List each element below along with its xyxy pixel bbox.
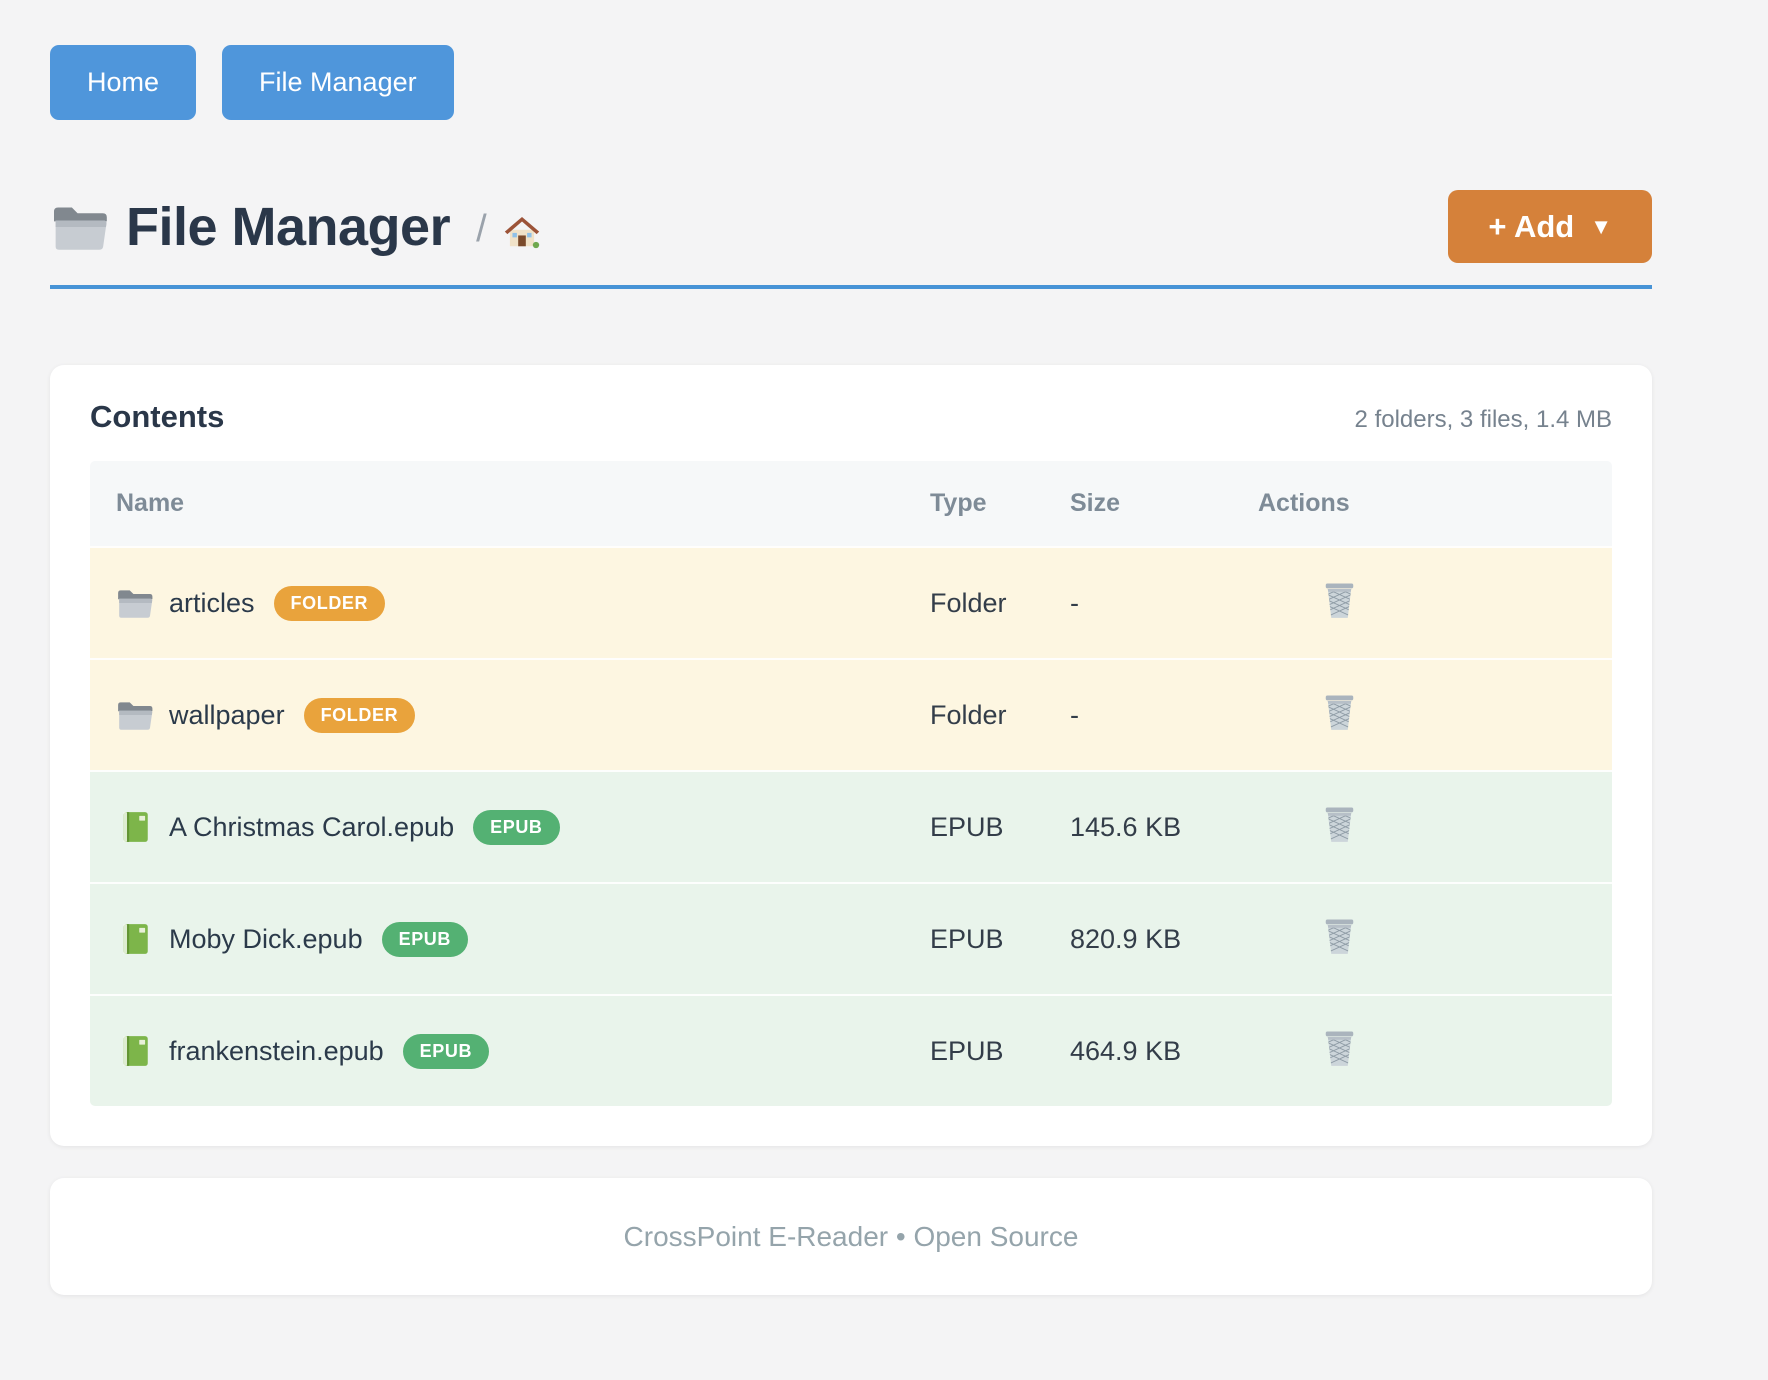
table-body: articles FOLDER Folder - wallpaper FOLDE… [90, 546, 1612, 1106]
delete-button[interactable] [1323, 1028, 1356, 1068]
delete-button[interactable] [1323, 916, 1356, 956]
row-size-cell: - [1070, 587, 1079, 618]
folder-icon [118, 702, 153, 730]
type-badge: EPUB [381, 921, 469, 957]
footer-card: CrossPoint E-Reader • Open Source [50, 1178, 1652, 1295]
item-name-link[interactable]: frankenstein.epub [169, 1035, 384, 1066]
footer-text: CrossPoint E-Reader • Open Source [623, 1220, 1079, 1252]
delete-button[interactable] [1323, 804, 1356, 844]
table-header-row: Name Type Size Actions [90, 461, 1612, 546]
contents-summary: 2 folders, 3 files, 1.4 MB [1354, 406, 1612, 433]
item-name-link[interactable]: A Christmas Carol.epub [169, 811, 455, 842]
contents-title: Contents [90, 399, 225, 434]
file-table: Name Type Size Actions articles FOLDER F… [90, 461, 1612, 1106]
type-badge: EPUB [473, 809, 560, 845]
column-header-actions: Actions [1258, 489, 1350, 517]
book-icon [123, 924, 148, 954]
item-name-link[interactable]: Moby Dick.epub [169, 923, 363, 954]
title-group: File Manager / [50, 196, 1448, 258]
row-type-cell: EPUB [930, 923, 1004, 954]
page: Home File Manager File Manager / + Add ▼… [50, 0, 1652, 1295]
page-title: File Manager [126, 196, 451, 257]
page-header: File Manager / + Add ▼ [50, 190, 1652, 263]
table-row: A Christmas Carol.epub EPUB EPUB 145.6 K… [90, 770, 1612, 882]
book-icon [123, 1036, 148, 1066]
row-name-cell: frankenstein.epub EPUB [90, 1033, 930, 1069]
contents-card-header: Contents 2 folders, 3 files, 1.4 MB [90, 399, 1612, 435]
trash-icon [1323, 580, 1356, 620]
column-header-type: Type [930, 489, 987, 517]
column-header-size: Size [1070, 489, 1121, 517]
row-actions-cell [1258, 804, 1612, 851]
chevron-down-icon: ▼ [1590, 213, 1612, 239]
column-header-name: Name [116, 489, 185, 517]
add-button[interactable]: + Add ▼ [1448, 190, 1652, 263]
folder-icon [54, 207, 107, 250]
contents-card: Contents 2 folders, 3 files, 1.4 MB Name… [50, 365, 1652, 1146]
row-name-cell: Moby Dick.epub EPUB [90, 921, 930, 957]
row-size-cell: 145.6 KB [1070, 811, 1182, 842]
breadcrumb-separator: / [476, 208, 487, 250]
row-actions-cell [1258, 916, 1612, 963]
trash-icon [1323, 804, 1356, 844]
trash-icon [1323, 692, 1356, 732]
file-manager-button[interactable]: File Manager [222, 45, 454, 120]
row-type-cell: EPUB [930, 811, 1004, 842]
table-row: frankenstein.epub EPUB EPUB 464.9 KB [90, 994, 1612, 1106]
row-actions-cell [1258, 692, 1612, 739]
trash-icon [1323, 1028, 1356, 1068]
home-button[interactable]: Home [50, 45, 197, 120]
item-name-link[interactable]: articles [169, 587, 255, 618]
type-badge: FOLDER [273, 585, 386, 621]
table-row: Moby Dick.epub EPUB EPUB 820.9 KB [90, 882, 1612, 994]
top-nav: Home File Manager [50, 0, 1652, 120]
table-row: articles FOLDER Folder - [90, 546, 1612, 658]
title-divider [50, 285, 1652, 289]
type-badge: FOLDER [303, 697, 416, 733]
row-size-cell: - [1070, 699, 1079, 730]
row-type-cell: Folder [930, 699, 1007, 730]
item-name-link[interactable]: wallpaper [169, 699, 285, 730]
row-size-cell: 464.9 KB [1070, 1035, 1182, 1066]
row-type-cell: Folder [930, 587, 1007, 618]
row-size-cell: 820.9 KB [1070, 923, 1182, 954]
row-name-cell: A Christmas Carol.epub EPUB [90, 809, 930, 845]
row-name-cell: articles FOLDER [90, 585, 930, 621]
book-icon [123, 812, 148, 842]
folder-icon [118, 590, 153, 618]
home-icon[interactable] [501, 211, 543, 251]
delete-button[interactable] [1323, 692, 1356, 732]
row-actions-cell [1258, 1028, 1612, 1075]
add-button-label: + Add [1488, 209, 1575, 244]
table-row: wallpaper FOLDER Folder - [90, 658, 1612, 770]
type-badge: EPUB [402, 1033, 490, 1069]
row-actions-cell [1258, 580, 1612, 627]
trash-icon [1323, 916, 1356, 956]
delete-button[interactable] [1323, 580, 1356, 620]
row-type-cell: EPUB [930, 1035, 1004, 1066]
row-name-cell: wallpaper FOLDER [90, 697, 930, 733]
